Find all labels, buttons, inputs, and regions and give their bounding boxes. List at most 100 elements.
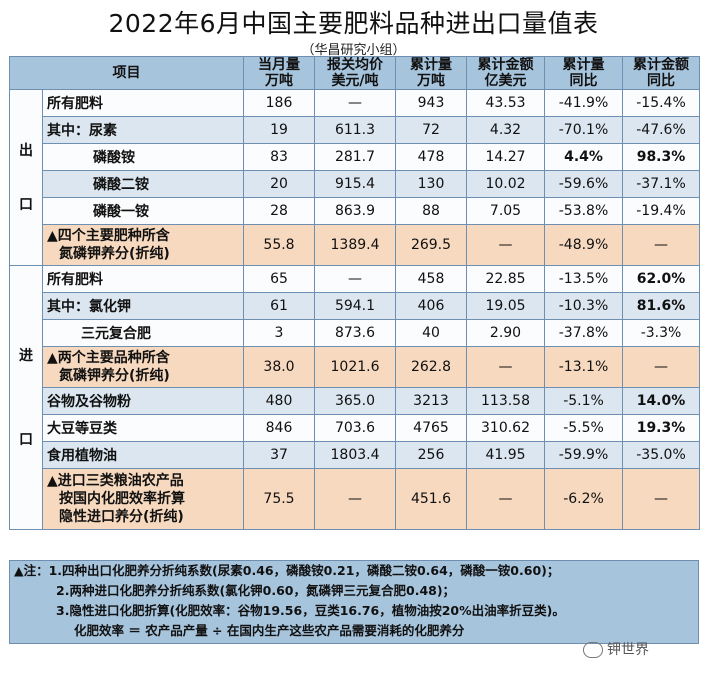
table-row: 进口所有肥料 65—458 22.85 -13.5% 62.0% [9,265,700,530]
header-amount-yoy: 累计金额 同比 [622,56,700,90]
table-cell: 4765 [395,414,467,442]
header-volume-yoy: 累计量 同比 [544,56,623,90]
table-row: 三元复合肥 3 873.6 40 2.90 -37.8% -3.3% [10,319,700,347]
table-cell: -5.1% [544,387,623,415]
table-cell: 83 [243,143,315,171]
table-cell: 406 [395,292,467,320]
table-cell: 19.05 [466,292,545,320]
table-row: ▲四个主要肥种所含 氮磷钾养分(折纯) 55.8 1389.4 269.5— -48.9%… [10,224,700,266]
footnote-line: 3.隐性进口化肥折算(化肥效率：谷物19.56，豆类16.76，植物油按20%出… [56,603,565,618]
watermark: 钾世界 [583,639,649,659]
table-cell: 20 [243,170,315,198]
table-cell: -48.9% [544,224,623,266]
table-cell: 3 [243,319,315,347]
table-cell: -59.6% [544,170,623,198]
row-label-line: 氮磷钾养分(折纯) [59,246,170,262]
footnote-line: 化肥效率 ＝ 农产品产量 ÷ 在国内生产这些农产品需要消耗的化肥养分 [74,623,465,638]
table-cell: 22.85 [466,265,545,293]
table-cell: 281.7 [314,143,396,171]
table-cell: 4.32 [466,116,545,144]
table-cell: 62.0% [622,265,700,293]
table-cell: 75.5 [243,468,315,530]
table-cell: -10.3% [544,292,623,320]
table-cell: — [466,468,545,530]
table-cell: 1803.4 [314,441,396,469]
table-row: 谷物及谷物粉 480 365.0 3213 113.58 -5.1% 14.0% [10,387,700,415]
section-label-export: 出口 [9,89,43,266]
table-cell: 88 [395,197,467,225]
table-cell: 480 [243,387,315,415]
section-char: 进 [19,347,33,364]
table-cell: 28 [243,197,315,225]
row-label: 所有肥料 [42,89,244,117]
table-cell: 72 [395,116,467,144]
table-cell: 256 [395,441,467,469]
table-cell: 703.6 [314,414,396,442]
header-item: 项目 [9,56,244,90]
table-cell: -3.3% [622,319,700,347]
wechat-icon [583,642,603,658]
table-cell: 98.3% [622,143,700,171]
table-cell: 55.8 [243,224,315,266]
row-label-line: ▲四个主要肥种所含 [47,228,170,244]
table-cell: 3213 [395,387,467,415]
row-label: 其中：氯化钾 [42,292,244,320]
table-cell: 611.3 [314,116,396,144]
row-label-line: ▲进口三类粮油农产品 [47,473,184,489]
row-label: 所有肥料 [42,265,244,293]
row-label: 谷物及谷物粉 [42,387,244,415]
page-subtitle: （华昌研究小组） [301,43,406,58]
table-row: 磷酸一铵 28 863.9 88 7.05 -53.8% -19.4% [10,197,700,225]
table-cell: 7.05 [466,197,545,225]
table-cell: 14.27 [466,143,545,171]
section-char: 口 [19,431,33,448]
footnote-line: ▲注：1.四种出口化肥养分折纯系数(尿素0.46，磷酸铵0.21，磷酸二铵0.6… [14,563,560,578]
row-label: 食用植物油 [42,441,244,469]
table-row: 其中：氯化钾 61 594.1 406 19.05 -10.3% 81.6% [10,292,700,320]
section-label-import: 进口 [9,265,43,530]
table-cell: -15.4% [622,89,700,117]
table-cell: 43.53 [466,89,545,117]
table-cell: -47.6% [622,116,700,144]
row-label: 三元复合肥 [42,319,244,347]
table-cell: 1021.6 [314,346,396,388]
table-cell: — [314,89,396,117]
table-cell: 943 [395,89,467,117]
header-monthly-volume: 当月量 万吨 [243,56,315,90]
table-cell: -37.8% [544,319,623,347]
table-row: 食用植物油 37 1803.4 256 41.95 -59.9% -35.0% [10,441,700,469]
row-label: ▲两个主要品种所含 氮磷钾养分(折纯) [42,346,244,388]
row-label-line: ▲两个主要品种所含 [47,350,170,366]
trade-table: 项目 当月量 万吨 报关均价 美元/吨 累计量 万吨 累计金额 亿美元 累计量 同比 累计… [9,56,700,530]
table-cell: 19.3% [622,414,700,442]
table-cell: — [314,265,396,293]
table-cell: 19 [243,116,315,144]
table-row: ▲两个主要品种所含 氮磷钾养分(折纯) 38.0 1021.6 262.8— -13.1%… [10,346,700,388]
table-cell: — [314,468,396,530]
table-cell: 365.0 [314,387,396,415]
table-cell: 130 [395,170,467,198]
table-cell: -13.1% [544,346,623,388]
table-cell: 1389.4 [314,224,396,266]
footnote-box: ▲注：1.四种出口化肥养分折纯系数(尿素0.46，磷酸铵0.21，磷酸二铵0.6… [9,560,699,644]
table-cell: -5.5% [544,414,623,442]
table-cell: -6.2% [544,468,623,530]
row-label: 磷酸铵 [42,143,244,171]
table-cell: — [466,346,545,388]
row-label: ▲四个主要肥种所含氮磷钾养分(折纯) [42,224,244,266]
table-cell: 61 [243,292,315,320]
table-cell: — [622,468,700,530]
table-cell: 41.95 [466,441,545,469]
table-cell: 65 [243,265,315,293]
table-cell: 262.8 [395,346,467,388]
table-cell: 81.6% [622,292,700,320]
table-row: 出口所有肥料 186—943 43.53 -41.9% -15.4% [9,89,700,266]
table-cell: 863.9 [314,197,396,225]
row-label: ▲进口三类粮油农产品 按国内化肥效率折算 隐性进口养分(折纯) [42,468,244,530]
row-label: 磷酸二铵 [42,170,244,198]
page-title: 2022年6月中国主要肥料品种进出口量值表 [108,9,599,38]
header-cumulative-volume: 累计量 万吨 [395,56,467,90]
row-label: 大豆等豆类 [42,414,244,442]
table-cell: -19.4% [622,197,700,225]
row-label: 磷酸一铵 [42,197,244,225]
